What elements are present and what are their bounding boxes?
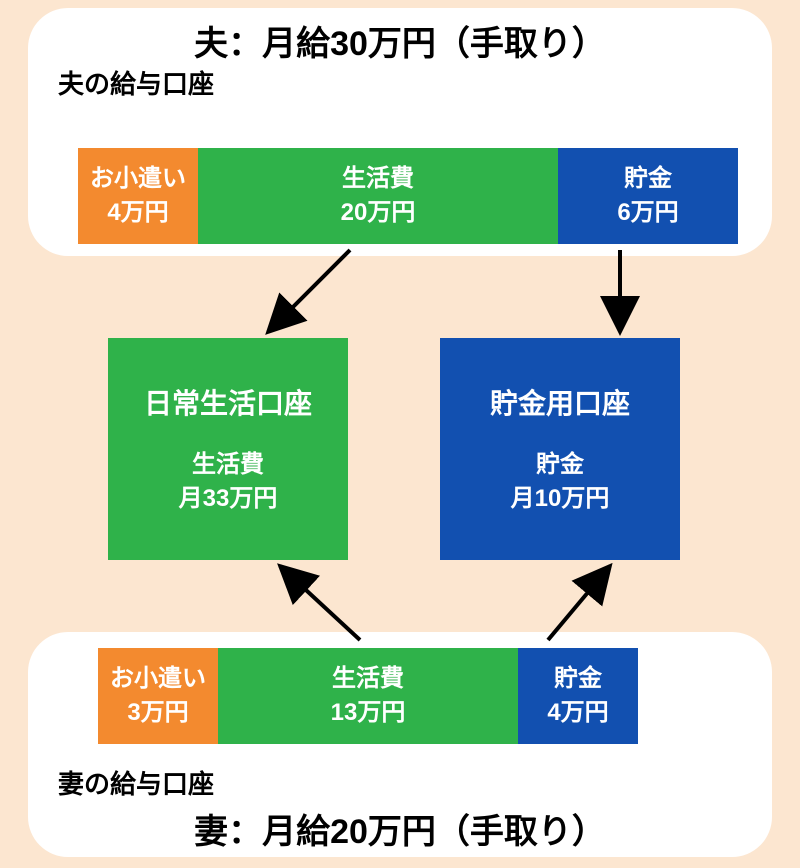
wife-seg-allowance: お小遣い 3万円: [98, 648, 218, 744]
arrow-husband-living: [268, 250, 350, 332]
seg-value: 4万円: [547, 696, 608, 730]
wife-seg-savings: 貯金 4万円: [518, 648, 638, 744]
seg-value: 3万円: [127, 696, 188, 730]
husband-seg-allowance: お小遣い 4万円: [78, 148, 198, 244]
husband-title: 夫：月給30万円（手取り）: [28, 16, 772, 65]
daily-account-title: 日常生活口座: [144, 382, 312, 422]
husband-seg-savings: 貯金 6万円: [558, 148, 738, 244]
seg-label: 貯金: [554, 662, 602, 696]
seg-value: 13万円: [331, 696, 406, 730]
seg-label: 生活費: [332, 662, 404, 696]
daily-account-sub1: 生活費: [192, 448, 264, 482]
seg-value: 6万円: [617, 196, 678, 230]
wife-title: 妻：月給20万円（手取り）: [28, 804, 772, 853]
husband-subtitle: 夫の給与口座: [58, 64, 214, 101]
arrow-wife-savings: [548, 566, 610, 640]
seg-value: 20万円: [341, 196, 416, 230]
wife-seg-living: 生活費 13万円: [218, 648, 518, 744]
seg-label: お小遣い: [90, 162, 186, 196]
seg-label: 貯金: [624, 162, 672, 196]
savings-account-sub1: 貯金: [536, 448, 584, 482]
seg-label: 生活費: [342, 162, 414, 196]
husband-seg-living: 生活費 20万円: [198, 148, 558, 244]
savings-account-title: 貯金用口座: [490, 382, 630, 422]
daily-account-sub2: 月33万円: [179, 482, 278, 516]
savings-account-sub2: 月10万円: [511, 482, 610, 516]
wife-subtitle: 妻の給与口座: [58, 764, 214, 801]
daily-account-box: 日常生活口座 生活費 月33万円: [108, 338, 348, 560]
seg-label: お小遣い: [110, 662, 206, 696]
seg-value: 4万円: [107, 196, 168, 230]
arrow-wife-living: [280, 566, 360, 640]
savings-account-box: 貯金用口座 貯金 月10万円: [440, 338, 680, 560]
